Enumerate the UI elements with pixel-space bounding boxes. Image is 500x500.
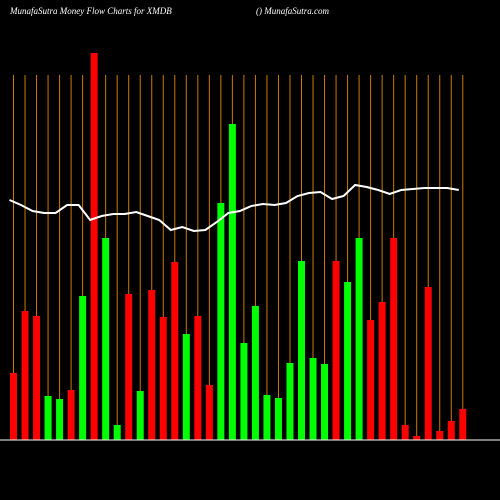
bar xyxy=(298,261,305,440)
bar xyxy=(378,302,386,440)
bar xyxy=(355,238,363,440)
bar xyxy=(459,409,467,440)
bar xyxy=(436,431,444,440)
bar xyxy=(251,306,259,440)
bar xyxy=(171,262,179,440)
bar xyxy=(332,261,340,440)
bar xyxy=(228,124,236,440)
bar xyxy=(274,398,282,440)
bar xyxy=(10,373,17,440)
bar xyxy=(194,316,202,440)
bar xyxy=(67,390,75,440)
bar xyxy=(240,343,248,440)
chart-title: MunafaSutra Money Flow Charts for XMDB xyxy=(9,6,172,16)
bar xyxy=(424,287,432,440)
bar xyxy=(390,238,398,440)
bar xyxy=(159,317,167,440)
bar xyxy=(79,296,87,440)
bar xyxy=(217,203,225,440)
bar xyxy=(136,391,144,440)
bar xyxy=(33,316,41,440)
bar xyxy=(90,53,98,440)
bar xyxy=(21,311,29,440)
chart-subtitle: () MunafaSutra.com xyxy=(256,6,329,16)
bar xyxy=(413,436,421,440)
money-flow-line xyxy=(9,183,459,233)
bar xyxy=(56,399,64,440)
bar xyxy=(286,363,294,440)
bar xyxy=(182,334,190,440)
bar xyxy=(148,290,156,440)
bar xyxy=(309,358,317,440)
bar xyxy=(102,238,110,440)
bar xyxy=(44,396,52,440)
bar xyxy=(344,282,352,440)
bar xyxy=(205,385,213,440)
bar xyxy=(125,294,133,440)
bar xyxy=(321,364,329,440)
bar xyxy=(401,425,409,440)
bar xyxy=(447,421,455,440)
bar xyxy=(263,395,271,440)
bar xyxy=(113,425,121,440)
bar xyxy=(367,320,375,440)
